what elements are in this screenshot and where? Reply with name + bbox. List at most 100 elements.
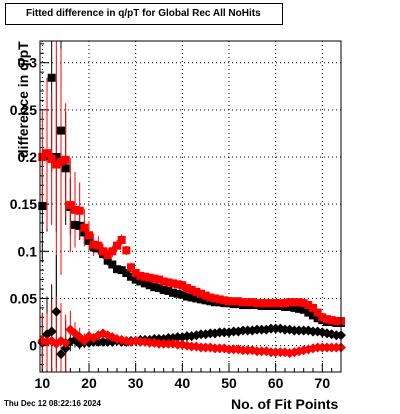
square-marker <box>99 247 107 256</box>
x-tick-label: 70 <box>315 375 331 391</box>
square-marker <box>243 298 252 307</box>
square-marker <box>38 202 47 211</box>
square-marker <box>304 301 313 310</box>
square-marker <box>192 294 201 303</box>
square-marker <box>285 302 294 311</box>
x-tick-label: 30 <box>128 375 144 391</box>
square-marker <box>276 299 285 308</box>
square-marker <box>239 298 247 307</box>
square-marker <box>257 299 266 308</box>
square-marker <box>113 265 121 274</box>
y-tick-label: 0.25 <box>10 102 37 118</box>
square-marker <box>164 286 173 295</box>
square-marker <box>89 240 98 249</box>
square-marker <box>327 316 336 325</box>
square-marker <box>220 296 229 305</box>
diamond-marker <box>51 306 62 317</box>
square-marker <box>117 235 126 244</box>
square-marker <box>108 260 117 269</box>
square-marker <box>75 221 84 230</box>
y-tick-label: 0.05 <box>10 290 37 306</box>
square-marker <box>183 284 191 293</box>
square-marker <box>332 317 341 326</box>
square-marker <box>304 308 313 317</box>
square-marker <box>57 126 65 135</box>
x-tick-label: 20 <box>81 375 97 391</box>
square-marker <box>285 298 294 307</box>
square-marker <box>80 228 89 237</box>
square-marker <box>313 308 322 317</box>
y-tick-label: 0.1 <box>18 243 38 259</box>
square-marker <box>52 160 61 169</box>
square-marker <box>229 297 238 306</box>
square-marker <box>206 293 215 302</box>
square-marker <box>253 299 261 308</box>
square-marker <box>318 313 327 322</box>
square-marker <box>323 315 331 324</box>
plot-title: Fitted difference in q/pT for Global Rec… <box>5 3 283 25</box>
square-marker <box>127 263 135 272</box>
square-marker <box>197 295 205 304</box>
square-marker <box>234 297 243 306</box>
y-tick-label: 0.2 <box>18 149 38 165</box>
square-marker <box>309 311 317 320</box>
diamond-marker <box>247 345 258 356</box>
square-marker <box>290 298 299 307</box>
square-marker <box>145 281 154 290</box>
square-marker <box>61 164 70 173</box>
y-axis-label: difference in q/pT <box>15 41 31 158</box>
square-marker <box>71 220 79 229</box>
square-marker <box>159 285 168 294</box>
square-marker <box>178 290 187 299</box>
square-marker <box>122 246 131 255</box>
square-marker <box>169 279 177 288</box>
square-marker <box>187 285 196 294</box>
y-tick-label: 0.3 <box>18 55 38 71</box>
square-marker <box>248 298 257 307</box>
square-marker <box>108 247 117 256</box>
square-marker <box>183 292 191 301</box>
diamond-marker <box>60 337 71 348</box>
square-marker <box>52 152 61 161</box>
square-marker <box>131 275 140 284</box>
square-marker <box>66 201 75 210</box>
square-marker <box>127 272 135 281</box>
square-marker <box>141 272 149 281</box>
square-marker <box>80 223 89 232</box>
square-marker <box>201 296 210 305</box>
x-tick-label: 60 <box>268 375 284 391</box>
square-marker <box>159 277 168 286</box>
square-marker <box>309 303 317 312</box>
square-marker <box>103 256 112 265</box>
square-marker <box>267 299 275 308</box>
square-marker <box>178 281 187 290</box>
square-marker <box>197 289 205 298</box>
diamond-marker <box>46 326 57 337</box>
square-marker <box>299 299 308 308</box>
square-marker <box>131 268 140 277</box>
square-marker <box>38 152 47 161</box>
square-marker <box>173 289 182 298</box>
square-marker <box>295 298 303 307</box>
square-marker <box>295 304 303 313</box>
tick-labels: 10 20 30 40 50 60 70 0 0.05 0.1 0.15 0.2 0.25 0.3 <box>10 55 331 391</box>
square-marker <box>43 149 51 158</box>
square-marker <box>155 275 163 284</box>
square-marker <box>173 280 182 289</box>
square-marker <box>164 278 173 287</box>
square-marker <box>313 314 322 323</box>
square-marker <box>155 284 163 293</box>
square-marker <box>117 266 126 275</box>
y-tick-label: 0 <box>29 338 37 354</box>
square-marker <box>169 288 177 297</box>
square-marker <box>136 271 145 280</box>
square-marker <box>225 297 233 306</box>
x-axis-label: No. of Fit Points <box>231 396 339 412</box>
square-marker <box>192 287 201 296</box>
y-tick-label: 0.15 <box>10 196 37 212</box>
data-markers <box>37 73 346 360</box>
diamond-marker <box>247 325 258 336</box>
square-marker <box>211 294 219 303</box>
timestamp: Thu Dec 12 08:22:16 2024 <box>4 399 101 408</box>
